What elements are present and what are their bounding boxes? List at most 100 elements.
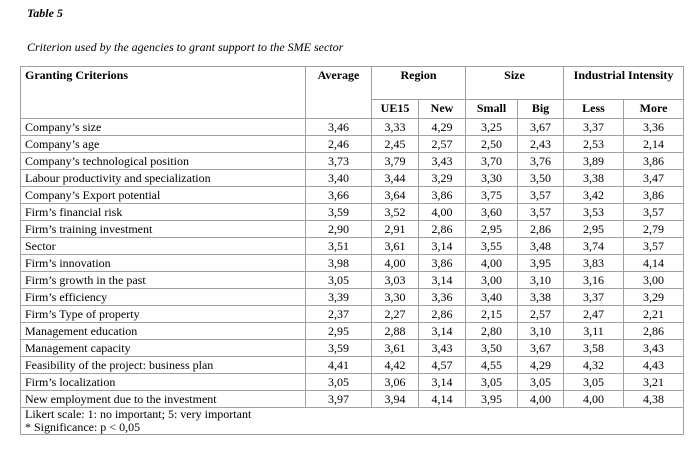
value-cell: 3,66: [305, 186, 372, 204]
value-cell: 2,43: [516, 135, 565, 153]
value-cell: 3,36: [623, 118, 685, 136]
value-cell: 2,47: [563, 305, 625, 323]
header-small: Small: [465, 99, 518, 119]
criterion-label: Company’s size: [20, 118, 306, 136]
value-cell: 3,00: [465, 271, 518, 289]
criterion-label: Firm’s training investment: [20, 220, 306, 238]
value-cell: 2,53: [563, 135, 625, 153]
value-cell: 2,80: [465, 322, 518, 340]
footnote-scale: Likert scale: 1: no important; 5: very i…: [25, 407, 252, 421]
criteria-table: Granting Criterions Average Region Size …: [19, 66, 685, 435]
value-cell: 3,53: [563, 203, 625, 221]
value-cell: 3,57: [623, 237, 685, 255]
value-cell: 3,79: [371, 152, 419, 170]
value-cell: 4,00: [371, 254, 419, 272]
value-cell: 3,37: [563, 288, 625, 306]
table-row: Company’s age 2,46 2,45 2,57 2,50 2,43 2,53 2,1…: [20, 135, 685, 153]
value-cell: 3,03: [371, 271, 419, 289]
value-cell: 2,27: [371, 305, 419, 323]
value-cell: 3,76: [516, 152, 565, 170]
value-cell: 3,47: [623, 169, 685, 187]
table-body: Company’s size 3,46 3,33 4,29 3,25 3,67 3,37 3,…: [20, 118, 685, 408]
value-cell: 2,57: [418, 135, 466, 153]
value-cell: 2,21: [623, 305, 685, 323]
value-cell: 3,06: [371, 373, 419, 391]
value-cell: 3,50: [465, 339, 518, 357]
value-cell: 2,86: [418, 305, 466, 323]
value-cell: 3,38: [563, 169, 625, 187]
value-cell: 4,29: [418, 118, 466, 136]
value-cell: 3,95: [465, 390, 518, 408]
table-row: Firm’s growth in the past 3,05 3,03 3,14 3,0…: [20, 271, 685, 289]
table-row: Management education 2,95 2,88 3,14 2,80 3,10…: [20, 322, 685, 340]
value-cell: 3,67: [516, 118, 565, 136]
value-cell: 4,29: [516, 356, 565, 374]
value-cell: 4,14: [623, 254, 685, 272]
value-cell: 4,14: [418, 390, 466, 408]
value-cell: 4,41: [305, 356, 372, 374]
value-cell: 2,95: [305, 322, 372, 340]
value-cell: 3,14: [418, 237, 466, 255]
table-row: Management capacity 3,59 3,61 3,43 3,50 3,67 3…: [20, 339, 685, 357]
value-cell: 3,59: [305, 339, 372, 357]
value-cell: 4,42: [371, 356, 419, 374]
value-cell: 2,50: [465, 135, 518, 153]
table-row: Company’s Export potential 3,66 3,64 3,86 3,…: [20, 186, 685, 204]
value-cell: 2,88: [371, 322, 419, 340]
table-row: Firm’s financial risk 3,59 3,52 4,00 3,60 3,5…: [20, 203, 685, 221]
value-cell: 4,00: [465, 254, 518, 272]
header-big: Big: [516, 99, 565, 119]
value-cell: 3,52: [371, 203, 419, 221]
criterion-label: Firm’s Type of property: [20, 305, 306, 323]
criterion-label: Firm’s localization: [20, 373, 306, 391]
value-cell: 3,67: [516, 339, 565, 357]
value-cell: 3,55: [465, 237, 518, 255]
table-row: Labour productivity and specialization 3,…: [20, 169, 685, 187]
header-region: Region: [371, 66, 466, 100]
value-cell: 3,86: [623, 152, 685, 170]
value-cell: 3,25: [465, 118, 518, 136]
footnote-significance: * Significance: p < 0,05: [25, 420, 141, 434]
value-cell: 3,21: [623, 373, 685, 391]
value-cell: 3,16: [563, 271, 625, 289]
value-cell: 3,89: [563, 152, 625, 170]
value-cell: 3,05: [516, 373, 565, 391]
value-cell: 3,05: [563, 373, 625, 391]
value-cell: 3,37: [563, 118, 625, 136]
criterion-label: Management capacity: [20, 339, 306, 357]
table-caption-title: Table 5: [27, 6, 63, 20]
value-cell: 3,05: [305, 271, 372, 289]
value-cell: 2,45: [371, 135, 419, 153]
header-ue15: UE15: [371, 99, 419, 119]
criterion-label: Firm’s financial risk: [20, 203, 306, 221]
header-average: Average: [305, 66, 372, 119]
table-footnote: Likert scale: 1: no important; 5: very i…: [19, 407, 685, 435]
header-size: Size: [464, 66, 565, 100]
value-cell: 3,14: [418, 271, 466, 289]
value-cell: 2,46: [305, 135, 372, 153]
value-cell: 3,14: [418, 373, 466, 391]
value-cell: 3,10: [516, 271, 565, 289]
table-row: Sector 3,51 3,61 3,14 3,55 3,48 3,74 3,57: [20, 237, 685, 255]
value-cell: 3,43: [418, 152, 466, 170]
value-cell: 3,43: [623, 339, 685, 357]
value-cell: 2,91: [371, 220, 419, 238]
criterion-label: Firm’s efficiency: [20, 288, 306, 306]
value-cell: 3,43: [418, 339, 466, 357]
criterion-label: Management education: [20, 322, 306, 340]
value-cell: 3,86: [623, 186, 685, 204]
value-cell: 4,43: [623, 356, 685, 374]
table-row: Company’s size 3,46 3,33 4,29 3,25 3,67 3,37 3,…: [20, 118, 685, 136]
value-cell: 3,60: [465, 203, 518, 221]
value-cell: 3,95: [516, 254, 565, 272]
value-cell: 4,38: [623, 390, 685, 408]
header-new: New: [418, 99, 466, 119]
value-cell: 3,98: [305, 254, 372, 272]
criterion-label: Company’s age: [20, 135, 306, 153]
value-cell: 2,37: [305, 305, 372, 323]
value-cell: 2,79: [623, 220, 685, 238]
table-row: Firm’s innovation 3,98 4,00 3,86 4,00 3,95 3,8…: [20, 254, 685, 272]
value-cell: 3,70: [465, 152, 518, 170]
value-cell: 3,00: [623, 271, 685, 289]
value-cell: 3,36: [418, 288, 466, 306]
